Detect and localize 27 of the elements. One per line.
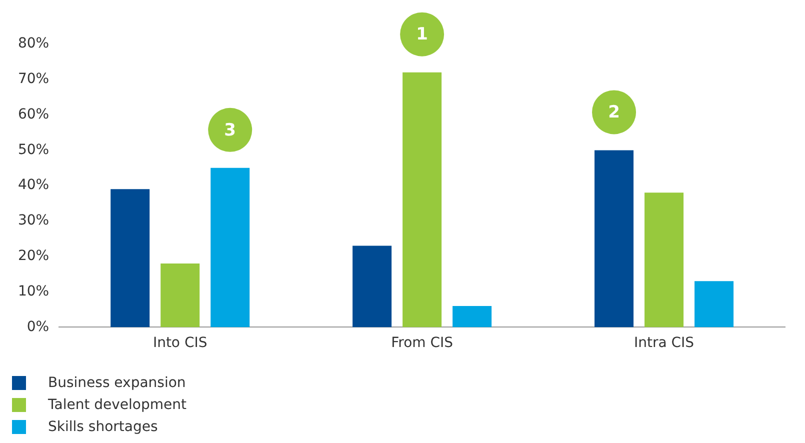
y-tick-label: 30% (18, 212, 50, 229)
x-tick-label: Into CIS (152, 335, 208, 352)
y-tick-label: 10% (18, 283, 50, 300)
bar (452, 306, 492, 328)
bar (402, 72, 442, 328)
y-tick-label: 80% (18, 36, 50, 52)
legend-label: Talent development (48, 397, 186, 413)
y-tick-label: 50% (18, 142, 50, 158)
x-tick-label: Intra CIS (634, 335, 694, 352)
y-tick-label: 70% (18, 71, 50, 88)
y-tick-label: 40% (18, 177, 50, 194)
y-tick-label: 60% (18, 106, 50, 122)
bar (644, 192, 684, 328)
y-tick-label: 0% (26, 318, 50, 335)
legend-label: Skills shortages (48, 419, 158, 435)
bar (352, 246, 392, 328)
bar (160, 263, 200, 328)
bar (110, 189, 150, 328)
bar (594, 150, 634, 328)
bar (694, 281, 734, 328)
annotation: 2 (608, 102, 620, 123)
x-tick-label: From CIS (391, 335, 454, 352)
y-tick-label: 20% (18, 248, 50, 264)
annotation: 1 (416, 24, 428, 45)
annotation: 3 (224, 120, 236, 140)
legend-label: Business expansion (48, 375, 186, 391)
bar (210, 168, 250, 328)
